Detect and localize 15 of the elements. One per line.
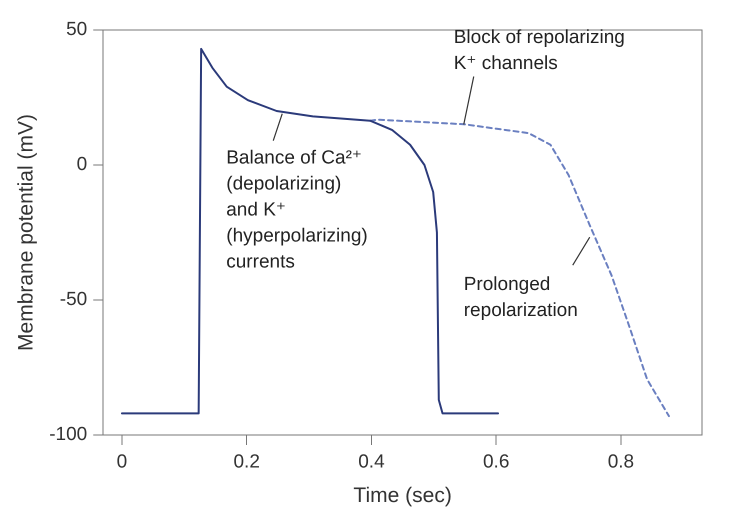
annotation: Prolonged repolarization [464, 274, 578, 321]
x-tick-label: 0.2 [233, 452, 260, 473]
x-tick-label: 0.4 [358, 452, 386, 473]
x-tick-label: 0.8 [608, 452, 634, 473]
y-axis-title: Membrane potential (mV) [14, 114, 38, 351]
y-tick-label: -100 [49, 424, 88, 446]
annotation: Balance of Ca²⁺ (depolarizing) and K⁺ (hyperpolarizing) currents [226, 147, 368, 272]
annotation: Block of repolarizing K⁺ channels [454, 27, 625, 74]
y-tick-label: 50 [66, 19, 88, 40]
y-tick-label: -50 [60, 289, 88, 310]
x-axis-title: Time (sec) [353, 484, 452, 508]
line-series [369, 118, 670, 418]
y-tick-label: 0 [76, 154, 88, 176]
x-tick-label: 0.6 [482, 452, 510, 473]
x-tick-label: 0 [116, 452, 128, 473]
